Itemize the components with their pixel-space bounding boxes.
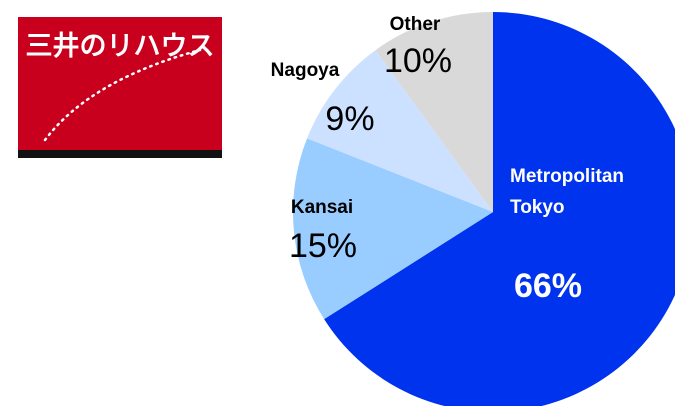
slice-label: Other (390, 14, 441, 35)
slice-label: Kansai (291, 197, 353, 218)
logo: 三井のリハウス (18, 17, 222, 158)
slice-label: Nagoya (271, 60, 340, 81)
pie: Metropolitan Tokyo 66% Kansai 15% Nagoya 9% Oth… (271, 12, 675, 406)
pie-slice (375, 12, 493, 212)
value-label: 15% (289, 227, 357, 265)
logo-background (18, 17, 222, 150)
value-label: 10% (384, 42, 452, 80)
slice-label: Metropolitan Tokyo (510, 166, 624, 218)
logo-dots (43, 48, 202, 142)
logo-text: 三井のリハウス (26, 31, 215, 61)
value-label: 9% (325, 100, 374, 138)
value-label: 66% (514, 267, 582, 305)
pie-slice (307, 50, 493, 213)
logo-bar (18, 150, 222, 158)
pie-slice (324, 12, 675, 406)
pie-slice (293, 138, 493, 320)
